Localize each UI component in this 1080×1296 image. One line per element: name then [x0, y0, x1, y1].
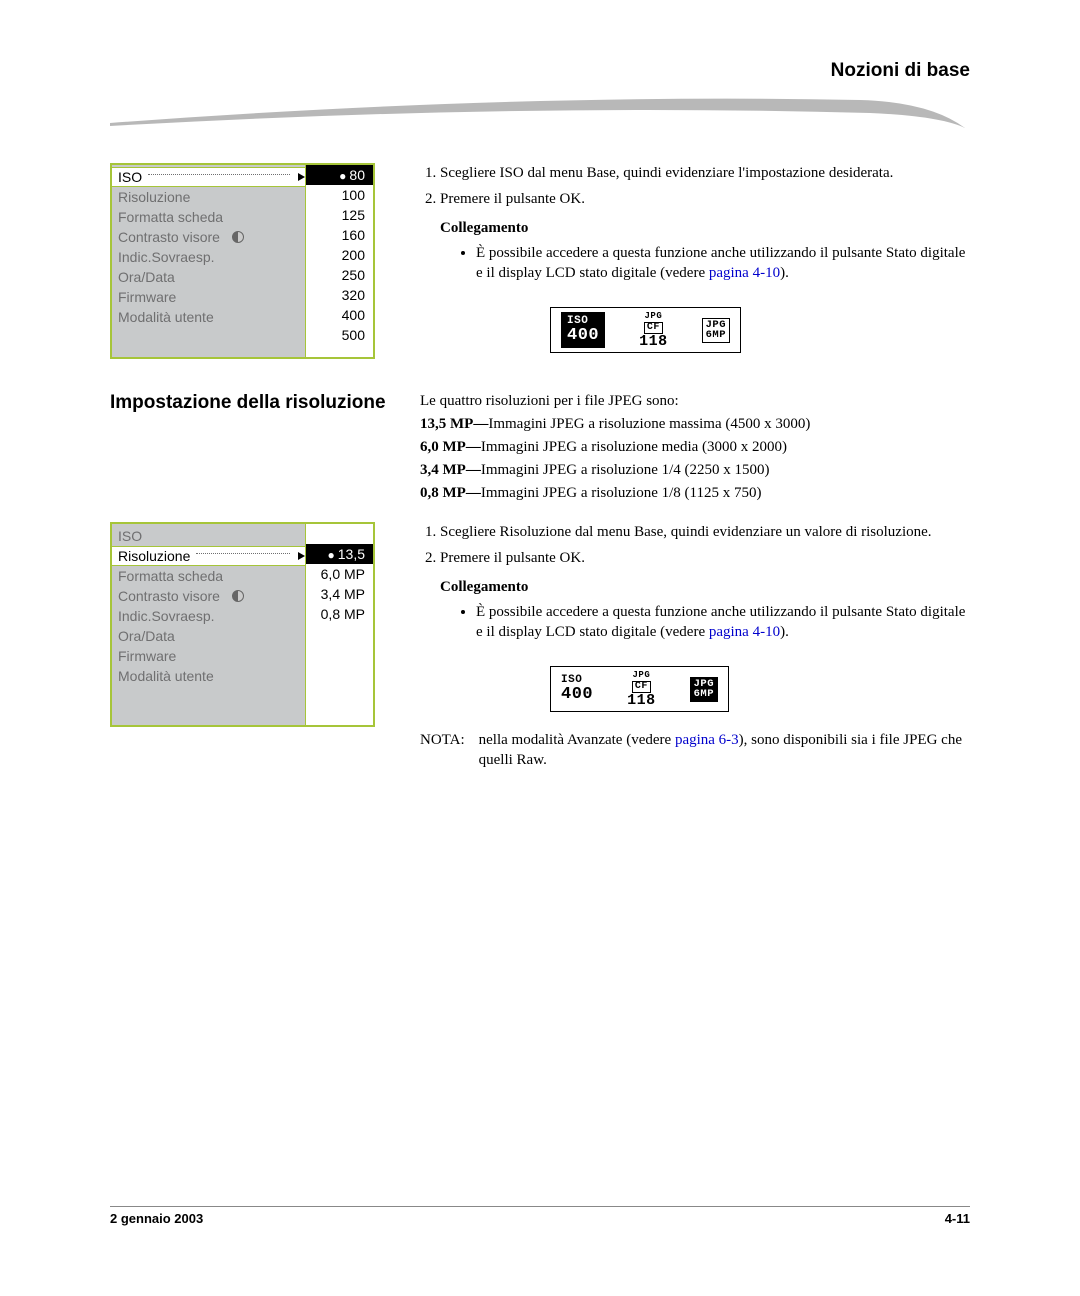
res-item: 6,0 MP—Immagini JPEG a risoluzione media… [420, 437, 970, 458]
section-heading: Impostazione della risoluzione [110, 391, 390, 415]
collegamento-heading: Collegamento [440, 220, 970, 237]
menu-value: 125 [306, 205, 373, 225]
res-intro: Le quattro risoluzioni per i file JPEG s… [420, 391, 970, 412]
status-lcd-diagram: ISO 400 JPG CF 118 JPG 6MP [550, 666, 729, 712]
iso-menu-screenshot: ISO Risoluzione Formatta scheda Contrast… [110, 163, 375, 359]
menu-item: Risoluzione [118, 187, 305, 207]
menu-value: 3,4 MP [306, 584, 373, 604]
menu-value: 160 [306, 225, 373, 245]
contrast-icon [232, 231, 244, 243]
collegamento-heading: Collegamento [440, 579, 970, 596]
menu-item: Contrasto visore [118, 586, 305, 606]
steps-list: Scegliere ISO dal menu Base, quindi evid… [420, 163, 970, 210]
menu-item: Modalità utente [118, 666, 305, 686]
page-link[interactable]: pagina 6-3 [675, 732, 739, 748]
chapter-title: Nozioni di base [110, 60, 970, 82]
menu-value: 6,0 MP [306, 564, 373, 584]
step: Premere il pulsante OK. [440, 548, 970, 568]
menu-value: 500 [306, 325, 373, 345]
footer-page-number: 4-11 [945, 1211, 970, 1226]
menu-value: 0,8 MP [306, 604, 373, 624]
step: Scegliere Risoluzione dal menu Base, qui… [440, 522, 970, 542]
menu-item: Firmware [118, 287, 305, 307]
menu-value: ●80 [306, 165, 373, 185]
cf-indicator: JPG CF 118 [627, 671, 656, 708]
menu-value: 250 [306, 265, 373, 285]
status-lcd-diagram: ISO 400 JPG CF 118 JPG 6MP [550, 307, 741, 353]
iso-indicator: ISO 400 [561, 675, 593, 703]
menu-value: ●13,5 MP [306, 544, 373, 564]
menu-value: 400 [306, 305, 373, 325]
menu-item: Firmware [118, 646, 305, 666]
resolution-menu-screenshot: ISO Risoluzione Formatta scheda Contrast… [110, 522, 375, 727]
iso-indicator: ISO 400 [561, 312, 605, 348]
step: Scegliere ISO dal menu Base, quindi evid… [440, 163, 970, 183]
res-item: 3,4 MP—Immagini JPEG a risoluzione 1/4 (… [420, 460, 970, 481]
res-item: 0,8 MP—Immagini JPEG a risoluzione 1/8 (… [420, 483, 970, 504]
steps-list: Scegliere Risoluzione dal menu Base, qui… [420, 522, 970, 569]
cf-indicator: JPG CF 118 [639, 312, 668, 349]
collegamento-text: È possibile accedere a questa funzione a… [476, 243, 970, 284]
menu-value: 200 [306, 245, 373, 265]
menu-item: Formatta scheda [118, 207, 305, 227]
decorative-swoosh [110, 88, 970, 138]
nota: NOTA: nella modalità Avanzate (vedere pa… [420, 730, 970, 771]
menu-value: 100 [306, 185, 373, 205]
menu-item: Indic.Sovraesp. [118, 606, 305, 626]
menu-item: ISO [118, 526, 305, 546]
menu-item: Ora/Data [118, 626, 305, 646]
res-item: 13,5 MP—Immagini JPEG a risoluzione mass… [420, 414, 970, 435]
menu-item-iso: ISO [112, 167, 305, 187]
step: Premere il pulsante OK. [440, 189, 970, 209]
jpg-indicator: JPG 6MP [702, 318, 730, 343]
page-link[interactable]: pagina 4-10 [709, 624, 780, 640]
menu-item: Formatta scheda [118, 566, 305, 586]
menu-item: Ora/Data [118, 267, 305, 287]
menu-item: Modalità utente [118, 307, 305, 327]
contrast-icon [232, 590, 244, 602]
menu-item: Contrasto visore [118, 227, 305, 247]
collegamento-text: È possibile accedere a questa funzione a… [476, 602, 970, 643]
page-link[interactable]: pagina 4-10 [709, 265, 780, 281]
jpg-indicator: JPG 6MP [690, 677, 718, 702]
footer-date: 2 gennaio 2003 [110, 1211, 203, 1226]
menu-item: Indic.Sovraesp. [118, 247, 305, 267]
menu-value: 320 [306, 285, 373, 305]
menu-item-risoluzione: Risoluzione [112, 546, 305, 566]
